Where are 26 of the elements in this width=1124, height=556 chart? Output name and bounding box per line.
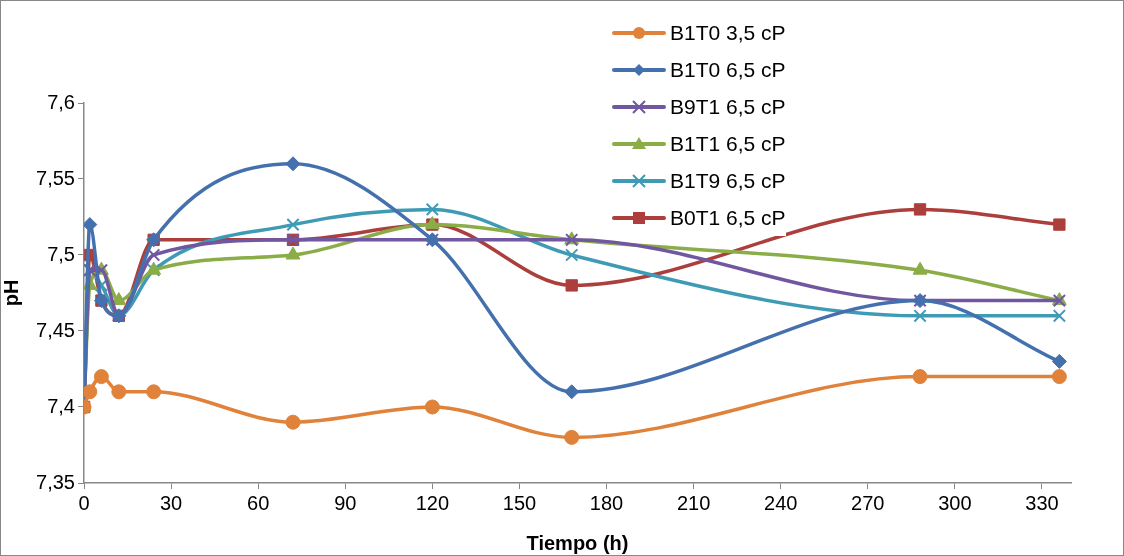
y-tick-label: 7,4 bbox=[47, 394, 75, 417]
y-tick-label: 7,5 bbox=[47, 242, 75, 265]
x-tick-label: 120 bbox=[415, 491, 450, 514]
x-tick-label: 150 bbox=[502, 491, 537, 514]
x-tick-label: 30 bbox=[159, 491, 183, 514]
x-tick-label: 180 bbox=[589, 491, 624, 514]
x-tick-label: 240 bbox=[764, 491, 798, 514]
legend-label: B1T9 6,5 cP bbox=[670, 168, 786, 193]
x-tick-label: 300 bbox=[938, 491, 972, 514]
x-tick-label: 90 bbox=[334, 491, 357, 514]
legend-label: B1T0 3,5 cP bbox=[670, 20, 786, 45]
x-tick-label: 270 bbox=[851, 491, 885, 514]
legend-label: B1T1 6,5 cP bbox=[670, 131, 786, 156]
x-tick-label: 210 bbox=[676, 491, 711, 514]
y-tick-label: 7,35 bbox=[36, 470, 75, 493]
y-tick-label: 7,55 bbox=[36, 166, 75, 189]
legend-label: B9T1 6,5 cP bbox=[670, 94, 786, 119]
legend-label: B1T0 6,5 cP bbox=[670, 57, 786, 82]
x-tick-label: 330 bbox=[1025, 491, 1059, 514]
y-tick-label: 7,6 bbox=[47, 90, 75, 113]
y-axis-title: pH bbox=[0, 279, 22, 307]
y-tick-label: 7,45 bbox=[36, 318, 75, 341]
x-tick-label: 60 bbox=[247, 491, 270, 514]
x-tick-label: 0 bbox=[78, 491, 90, 514]
x-axis-title: Tiempo (h) bbox=[526, 531, 629, 554]
legend-label: B0T1 6,5 cP bbox=[670, 205, 786, 230]
